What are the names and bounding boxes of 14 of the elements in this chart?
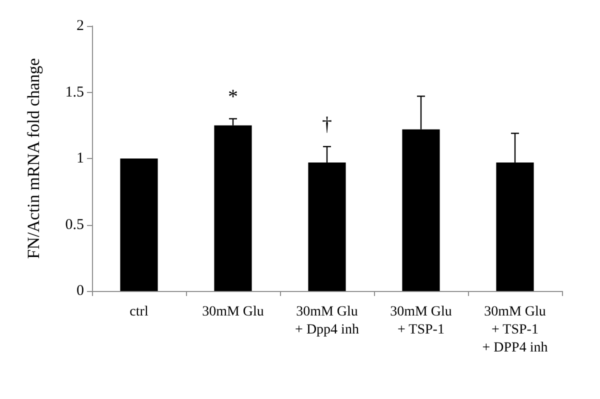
annotation: *	[228, 86, 238, 108]
y-tick-label: 1	[76, 150, 84, 166]
annotation: †	[322, 114, 332, 136]
x-tick-label: 30mM Glu	[202, 304, 264, 320]
y-axis-title: FN/Actin mRNA fold change	[24, 58, 43, 259]
x-tick-label: 30mM Glu + Dpp4 inh	[295, 304, 359, 338]
y-tick-label: 2	[76, 18, 84, 34]
x-tick-label: 30mM Glu + TSP-1	[390, 304, 452, 338]
x-tick-label: ctrl	[130, 304, 148, 320]
y-tick-label: 1.5	[65, 84, 84, 100]
y-tick-label: 0.5	[65, 216, 84, 233]
bar	[120, 158, 158, 291]
x-tick-label: 30mM Glu + TSP-1 + DPP4 inh	[482, 304, 548, 356]
y-tick-label: 0	[76, 283, 84, 299]
